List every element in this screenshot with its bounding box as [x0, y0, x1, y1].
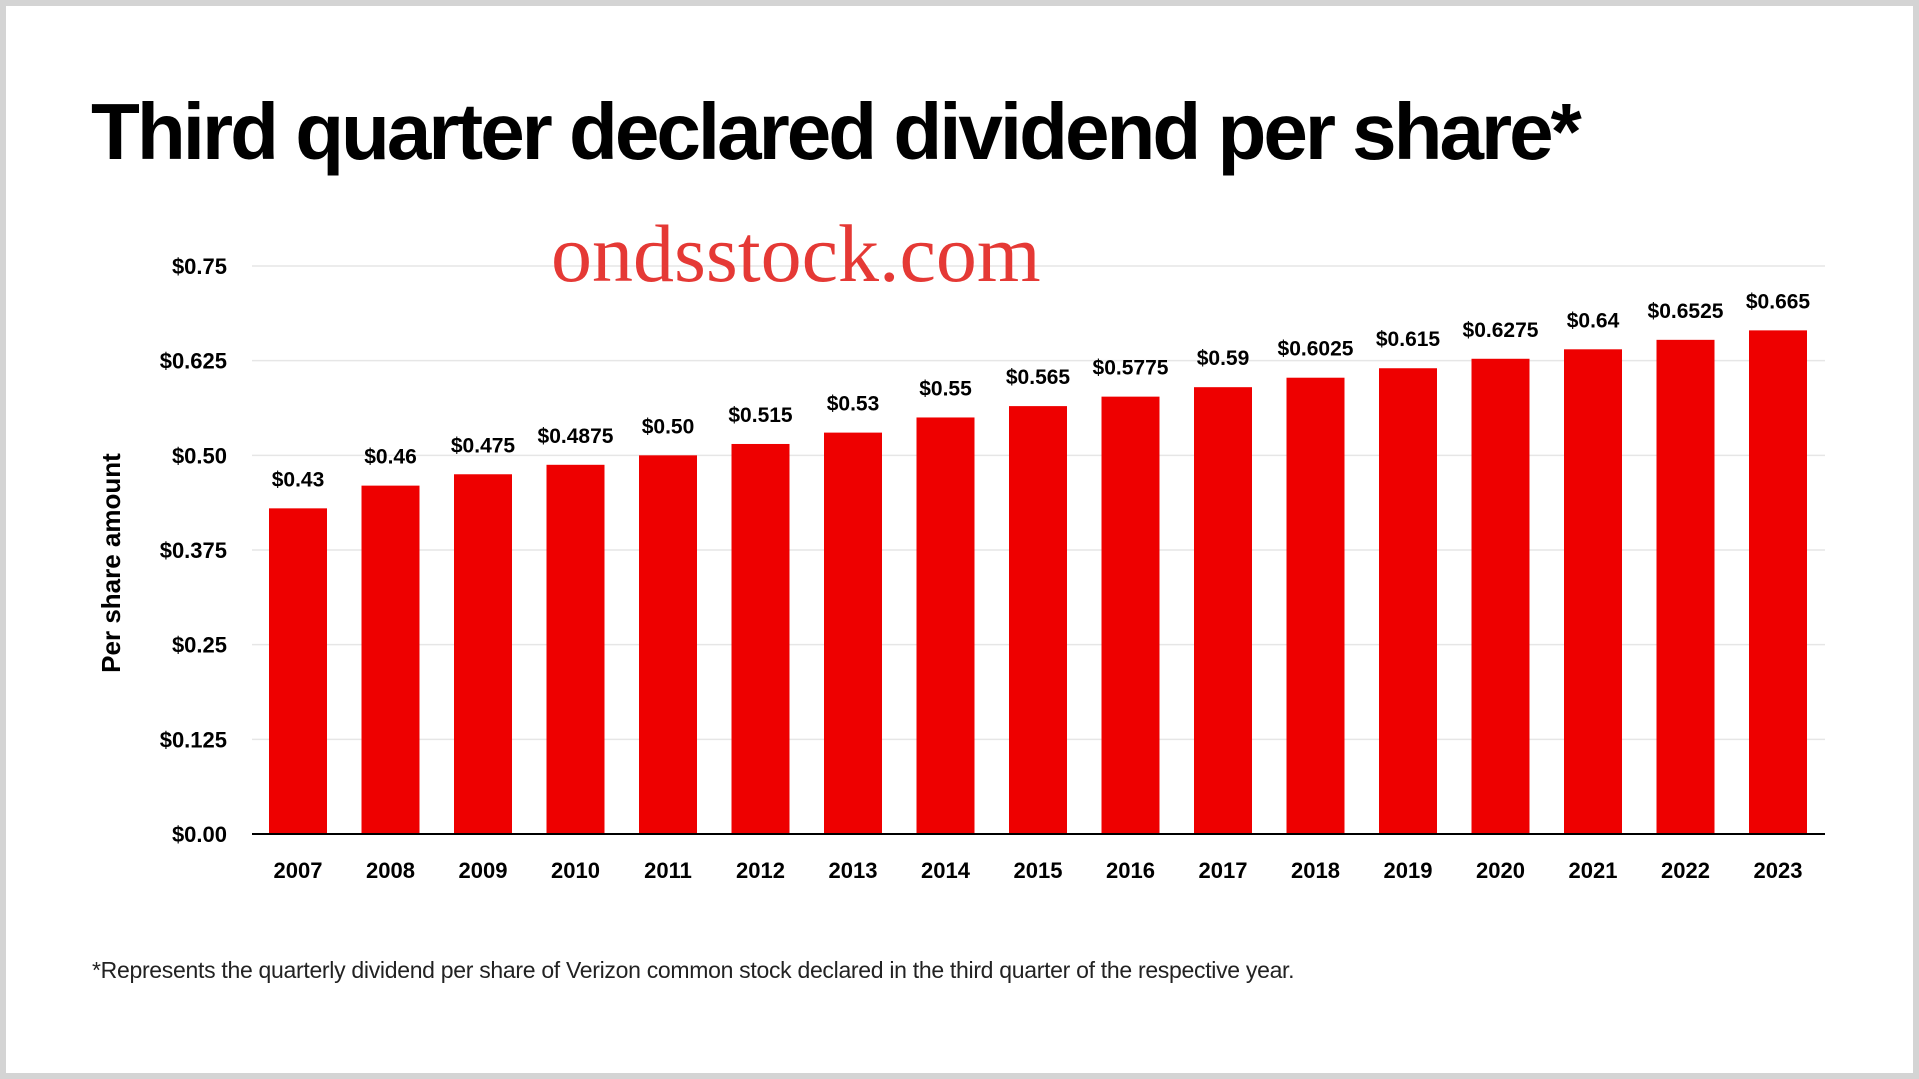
- data-label: $0.46: [364, 446, 417, 469]
- data-label: $0.59: [1197, 347, 1250, 370]
- data-label: $0.43: [272, 468, 325, 491]
- data-label: $0.615: [1376, 328, 1441, 351]
- x-tick-label: 2021: [1569, 858, 1618, 883]
- data-label: $0.565: [1006, 366, 1071, 389]
- x-tick-label: 2023: [1754, 858, 1803, 883]
- x-tick-label: 2014: [921, 858, 971, 883]
- x-tick-label: 2015: [1014, 858, 1063, 883]
- y-tick-label: $0.25: [172, 633, 227, 658]
- bar-2018: [1286, 377, 1345, 834]
- data-label: $0.64: [1567, 309, 1620, 332]
- x-tick-label: 2011: [644, 858, 692, 883]
- data-label: $0.5775: [1093, 357, 1169, 380]
- bar-2021: [1564, 349, 1622, 834]
- y-tick-label: $0.00: [172, 822, 227, 847]
- x-tick-label: 2022: [1661, 858, 1710, 883]
- data-label: $0.665: [1746, 290, 1811, 313]
- watermark: ondsstock.com: [551, 208, 1041, 299]
- x-tick-label: 2017: [1199, 858, 1248, 883]
- bar-2007: [269, 508, 327, 834]
- bar-2019: [1379, 368, 1437, 834]
- chart-title: Third quarter declared dividend per shar…: [91, 87, 1582, 176]
- bar-2010: [546, 464, 605, 834]
- x-tick-label: 2020: [1476, 858, 1525, 883]
- bar-2014: [916, 417, 975, 834]
- bar-2016: [1101, 396, 1160, 834]
- y-tick-label: $0.125: [160, 727, 227, 752]
- bar-2022: [1656, 339, 1715, 834]
- x-tick-label: 2009: [459, 858, 508, 883]
- x-tick-label: 2018: [1291, 858, 1340, 883]
- x-tick-label: 2007: [274, 858, 323, 883]
- data-label: $0.53: [827, 393, 880, 416]
- bar-2012: [731, 443, 790, 834]
- data-label: $0.4875: [538, 425, 614, 448]
- y-tick-label: $0.75: [172, 254, 227, 279]
- bar-2008: [361, 485, 420, 834]
- x-tick-label: 2012: [736, 858, 785, 883]
- y-tick-label: $0.625: [160, 349, 227, 374]
- data-label: $0.50: [642, 415, 695, 438]
- footnote: *Represents the quarterly dividend per s…: [92, 957, 1295, 983]
- x-tick-label: 2008: [366, 858, 415, 883]
- y-axis-title: Per share amount: [96, 453, 126, 673]
- y-tick-label: $0.375: [160, 538, 227, 563]
- bar-2017: [1194, 387, 1252, 834]
- data-label: $0.475: [451, 434, 516, 457]
- x-tick-label: 2016: [1106, 858, 1155, 883]
- data-label: $0.6275: [1463, 319, 1539, 342]
- data-label: $0.6025: [1278, 338, 1354, 361]
- bar-2011: [639, 455, 697, 834]
- x-tick-label: 2019: [1384, 858, 1433, 883]
- bar-2015: [1009, 406, 1067, 834]
- bar-2013: [824, 432, 882, 834]
- bar-2023: [1749, 330, 1807, 834]
- x-tick-label: 2013: [829, 858, 878, 883]
- data-label: $0.55: [919, 377, 972, 400]
- data-label: $0.6525: [1648, 300, 1724, 323]
- x-tick-label: 2010: [551, 858, 600, 883]
- bar-2009: [454, 474, 512, 834]
- data-label: $0.515: [728, 404, 793, 427]
- y-tick-label: $0.50: [172, 443, 227, 468]
- bar-2020: [1471, 358, 1530, 834]
